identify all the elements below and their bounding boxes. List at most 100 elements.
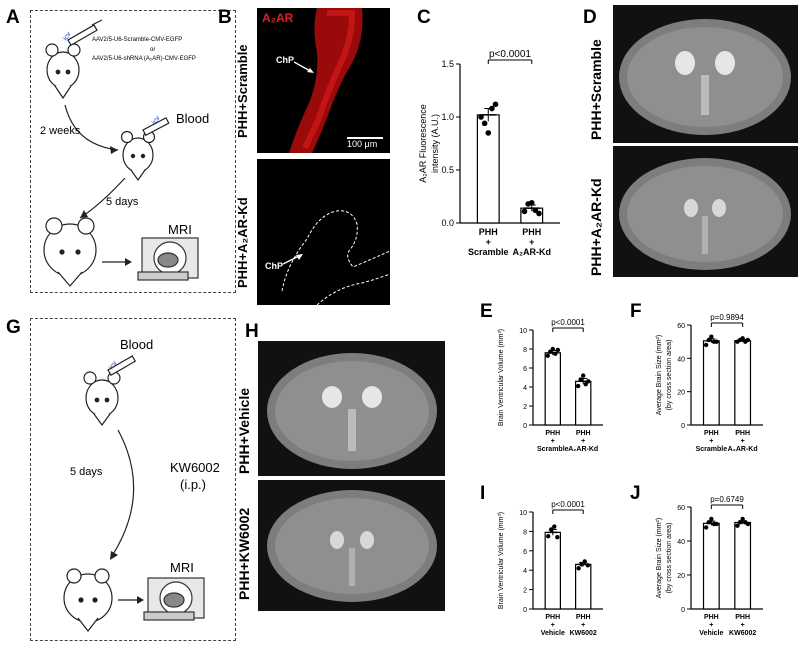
y-tick-label: 0.5	[441, 165, 454, 175]
y-tick-label: 2	[523, 404, 527, 411]
chp-label-bottom: ChP	[265, 261, 283, 271]
data-point	[555, 535, 560, 540]
data-point	[709, 334, 714, 339]
p-value-label: p=0.9894	[710, 313, 744, 322]
y-tick-label: 60	[677, 505, 685, 512]
data-point	[532, 207, 539, 214]
y-axis-label: Average Brain Size (mm²)	[656, 518, 663, 598]
virus-or-label: or	[150, 47, 156, 53]
data-point	[706, 520, 711, 525]
panel-letter-d: D	[583, 7, 597, 28]
x-tick-label: +	[486, 237, 491, 247]
data-point	[492, 101, 499, 108]
x-tick-label: +	[581, 622, 585, 629]
p-value-label: p<0.0001	[551, 500, 585, 509]
mouse-icon-g-bottom	[63, 568, 113, 632]
stain-label: A₂AR	[262, 11, 294, 25]
mri-machine-icon	[137, 237, 199, 281]
y-tick-label: 10	[519, 510, 527, 517]
data-point	[485, 130, 492, 136]
x-tick-label: KW6002	[729, 630, 756, 637]
y-tick-label: 0	[681, 607, 685, 614]
x-tick-label: PHH	[704, 430, 719, 437]
y-tick-label: 0.0	[441, 218, 454, 228]
bar	[544, 531, 561, 610]
time-5days-label: 5 days	[106, 196, 139, 208]
chart-j: 0 20 40 60 Average Brain Size (mm²) (by cross…	[656, 495, 763, 637]
row-label-kw6002: PHH+KW6002	[236, 507, 252, 600]
panel-a-box	[30, 10, 236, 293]
mri-label-g: MRI	[170, 560, 194, 575]
x-tick-label: A₂AR-Kd	[728, 446, 758, 453]
x-tick-label: PHH	[545, 430, 560, 437]
y-axis-label: (by cross section area)	[666, 340, 673, 411]
p-value-label: p=0.6749	[710, 495, 744, 504]
data-point	[536, 210, 542, 217]
y-tick-label: 10	[519, 328, 527, 335]
virus-scramble-label: AAV2/5-U6-Scramble-CMV-EGFP	[92, 37, 183, 43]
p-value-label: p<0.0001	[489, 49, 531, 60]
data-point	[545, 353, 550, 358]
x-tick-label: PHH	[545, 614, 560, 621]
y-axis-label: Brain Ventricular Volume (mm³)	[498, 512, 505, 609]
data-point	[585, 563, 590, 568]
x-tick-label: PHH	[479, 227, 498, 237]
panel-letter-a: A	[6, 7, 20, 28]
y-tick-label: 2	[523, 588, 527, 595]
y-tick-label: 20	[677, 573, 685, 580]
bar	[734, 521, 752, 610]
virus-shrna-label: AAV2/5-U6-shRNA (A₂AR)-CMV-EGFP	[92, 56, 196, 62]
row-label-knockdown-d: PHH+A₂AR-Kd	[588, 178, 604, 276]
data-point	[581, 373, 586, 378]
mouse-icon-g-top	[83, 371, 121, 427]
row-label-vehicle: PHH+Vehicle	[236, 388, 252, 474]
y-axis-label: Average Brain Size (mm²)	[656, 335, 663, 415]
data-point	[714, 521, 719, 527]
panel-letter-g: G	[6, 317, 21, 338]
syringe-icon-top	[67, 19, 103, 47]
y-tick-label: 60	[677, 323, 685, 330]
y-tick-label: 8	[523, 347, 527, 354]
chart-c: 0.0 0.5 1.0 1.5 A₂AR Fluorescence intensity (…	[418, 49, 560, 257]
x-tick-label: A₂AR-Kd	[512, 247, 551, 257]
y-axis-label: Brain Ventricular Volume (mm³)	[498, 329, 505, 426]
mri-machine-icon-g	[143, 577, 205, 621]
bar	[544, 352, 561, 426]
data-point	[737, 520, 743, 525]
x-tick-label: +	[551, 438, 555, 445]
row-label-scramble-d: PHH+Scramble	[588, 39, 604, 140]
x-tick-label: A₂AR-Kd	[568, 446, 598, 453]
panel-letter-c: C	[417, 7, 431, 28]
y-tick-label: 0	[523, 423, 527, 430]
data-point	[553, 351, 558, 356]
data-point	[740, 516, 745, 522]
mouse-icon	[45, 43, 81, 100]
row-label-scramble-b: PHH+Scramble	[235, 44, 250, 138]
panel-letter-h: H	[245, 321, 259, 342]
bar	[702, 522, 720, 610]
data-point	[576, 566, 581, 571]
x-tick-label: +	[581, 438, 585, 445]
data-point	[550, 346, 555, 352]
micro-image-scramble	[257, 8, 390, 153]
x-tick-label: +	[741, 622, 745, 629]
x-tick-label: KW6002	[570, 630, 597, 637]
data-point	[745, 521, 751, 527]
mri-label: MRI	[168, 222, 192, 237]
data-point	[703, 525, 709, 530]
y-tick-label: 8	[523, 529, 527, 536]
data-point	[521, 208, 528, 215]
panel-letter-f: F	[630, 301, 642, 322]
data-point	[578, 377, 583, 382]
y-tick-label: 20	[677, 390, 685, 397]
y-tick-label: 0	[523, 607, 527, 614]
x-tick-label: +	[709, 622, 713, 629]
x-tick-label: PHH	[704, 614, 719, 621]
x-tick-label: +	[551, 622, 555, 629]
data-point	[740, 336, 745, 341]
bar	[575, 563, 592, 610]
chp-arrow-top	[294, 61, 314, 73]
panel-letter-b: B	[218, 7, 232, 28]
y-tick-label: 4	[523, 568, 527, 575]
chp-label-top: ChP	[276, 55, 294, 65]
